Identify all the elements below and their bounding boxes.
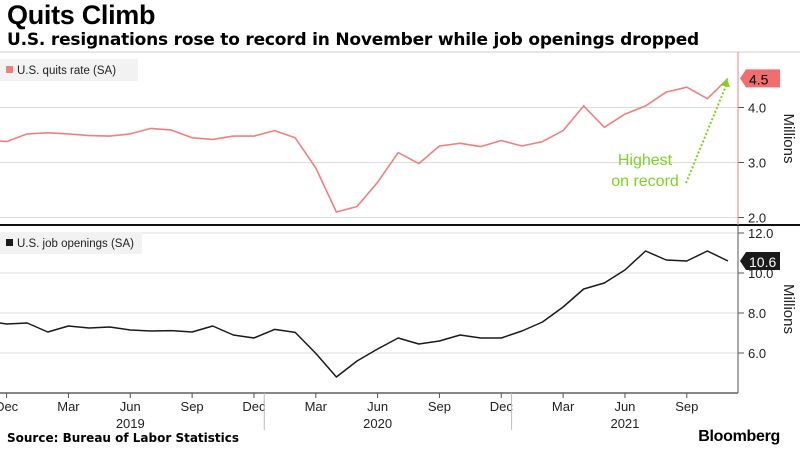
y-tick-label: 3.0 [748, 156, 766, 171]
annotation-line-1: Highest [618, 152, 673, 169]
y-tick-label: 2.0 [748, 211, 766, 226]
legend-box [0, 232, 142, 254]
x-tick-label: Jun [367, 399, 388, 414]
legend-swatch [6, 66, 13, 73]
openings-line [0, 250, 729, 378]
last-value-label: 10.6 [749, 254, 776, 270]
x-tick-label: Dec [242, 399, 266, 414]
quits-line [0, 77, 729, 213]
x-tick-label: Dec [0, 399, 19, 414]
x-tick-label: Sep [181, 399, 204, 414]
last-value-label: 4.5 [749, 71, 769, 87]
y-tick-label: 6.0 [748, 346, 766, 361]
legend-label: U.S. quits rate (SA) [17, 65, 116, 77]
x-tick-label: Mar [305, 399, 328, 414]
y-axis-title: Millions [780, 284, 797, 334]
x-year-label: 2019 [116, 416, 145, 431]
x-year-label: 2020 [363, 416, 392, 431]
x-tick-label: Jun [120, 399, 141, 414]
bloomberg-logo: Bloomberg [698, 428, 780, 445]
x-tick-label: Mar [552, 399, 575, 414]
annotation-line-2: on record [611, 173, 679, 190]
y-axis-title: Millions [780, 113, 797, 163]
x-tick-label: Jun [614, 399, 635, 414]
annotation-arrowhead [721, 78, 730, 88]
chart-title: Quits Climb [7, 0, 156, 30]
y-tick-label: 8.0 [748, 306, 766, 321]
x-tick-label: Dec [490, 399, 514, 414]
annotation-leader [685, 82, 728, 184]
x-tick-label: Sep [428, 399, 451, 414]
y-tick-label: 12.0 [748, 226, 773, 241]
chart-subtitle: U.S. resignations rose to record in Nove… [7, 30, 700, 50]
legend-box [0, 59, 138, 81]
source-note: Source: Bureau of Labor Statistics [7, 431, 240, 445]
legend-swatch [6, 239, 13, 246]
last-value-badge [740, 252, 780, 270]
legend-label: U.S. job openings (SA) [17, 238, 134, 250]
x-tick-label: Sep [675, 399, 698, 414]
y-tick-label: 4.0 [748, 101, 766, 116]
x-tick-label: Mar [57, 399, 80, 414]
x-year-label: 2021 [610, 416, 639, 431]
last-value-badge [740, 69, 780, 88]
